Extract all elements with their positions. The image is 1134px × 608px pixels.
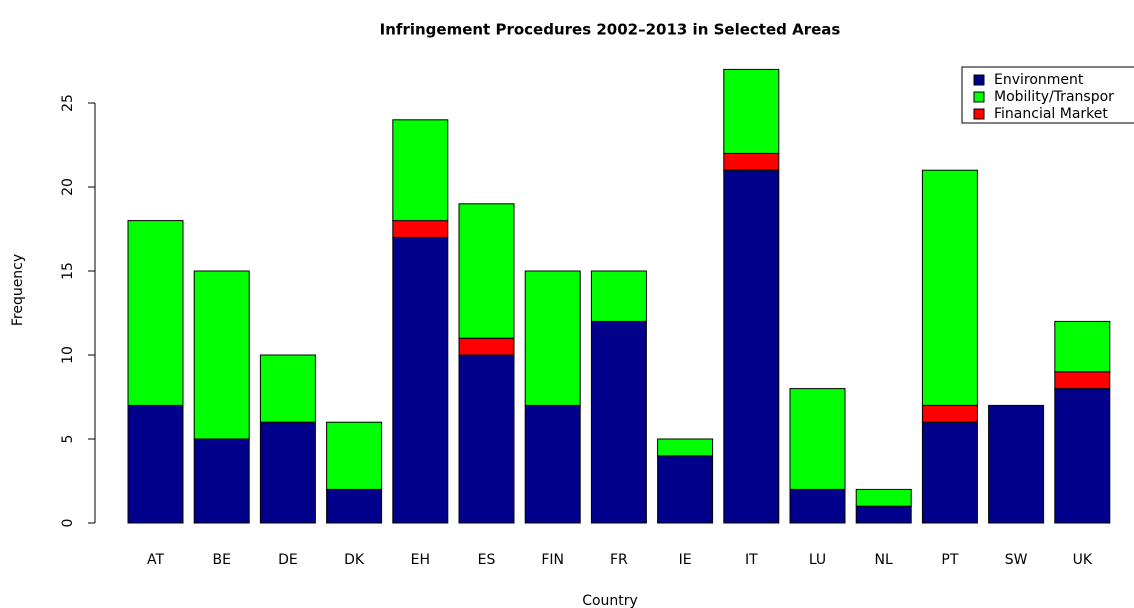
chart-title: Infringement Procedures 2002–2013 in Sel… bbox=[380, 21, 841, 39]
bar-segment bbox=[326, 421, 383, 490]
x-tick-label: IT bbox=[745, 552, 758, 568]
bar-segment bbox=[193, 438, 250, 524]
legend-swatch bbox=[973, 108, 985, 120]
x-tick-label: FIN bbox=[541, 552, 564, 568]
x-tick-label: SW bbox=[1005, 552, 1028, 568]
bar-segment bbox=[127, 220, 184, 406]
y-tick-label: 0 bbox=[60, 519, 76, 528]
bar-segment bbox=[921, 404, 978, 423]
y-tick-label: 20 bbox=[60, 178, 76, 196]
legend-box bbox=[961, 66, 1134, 124]
bar-segment bbox=[193, 270, 250, 440]
x-tick-label: BE bbox=[212, 552, 230, 568]
bar-segment bbox=[590, 270, 647, 322]
bar-segment bbox=[392, 119, 449, 222]
x-axis-title: Country bbox=[582, 593, 638, 608]
y-axis-title: Frequency bbox=[10, 254, 26, 326]
bar-segment bbox=[921, 169, 978, 406]
legend-swatch bbox=[973, 74, 985, 86]
y-tick-label: 10 bbox=[60, 346, 76, 364]
bar-segment bbox=[657, 438, 714, 457]
bar-segment bbox=[326, 488, 383, 524]
x-tick-label: IE bbox=[679, 552, 692, 568]
bar-segment bbox=[921, 421, 978, 524]
legend-swatch bbox=[973, 91, 985, 103]
x-tick-label: NL bbox=[875, 552, 893, 568]
bar-segment bbox=[855, 488, 912, 507]
bar-segment bbox=[1054, 371, 1111, 390]
x-tick-label: EH bbox=[411, 552, 430, 568]
legend-label: Environment bbox=[994, 72, 1084, 88]
bar-segment bbox=[723, 152, 780, 171]
x-tick-label: AT bbox=[147, 552, 164, 568]
bar-segment bbox=[392, 236, 449, 524]
legend-label: Mobility/Transpor bbox=[994, 89, 1114, 105]
x-tick-label: PT bbox=[941, 552, 958, 568]
bar-segment bbox=[458, 203, 515, 339]
bar-segment bbox=[259, 354, 316, 423]
bar-segment bbox=[1054, 388, 1111, 524]
bar-segment bbox=[524, 404, 581, 524]
bar-segment bbox=[723, 68, 780, 154]
bar-segment bbox=[458, 354, 515, 524]
y-tick-label: 15 bbox=[60, 262, 76, 280]
bar-segment bbox=[259, 421, 316, 524]
bar-segment bbox=[392, 220, 449, 238]
bar-segment bbox=[789, 388, 846, 490]
bar-segment bbox=[988, 404, 1045, 524]
bar-segment bbox=[789, 488, 846, 524]
y-tick-label: 25 bbox=[60, 94, 76, 112]
x-tick-label: LU bbox=[809, 552, 826, 568]
bar-segment bbox=[524, 270, 581, 406]
legend-label: Financial Market bbox=[994, 106, 1108, 122]
x-tick-label: FR bbox=[610, 552, 628, 568]
bar-segment bbox=[723, 169, 780, 524]
y-tick-label: 5 bbox=[60, 435, 76, 444]
x-tick-label: UK bbox=[1073, 552, 1093, 568]
x-tick-label: ES bbox=[478, 552, 496, 568]
bar-segment bbox=[657, 455, 714, 524]
bar-segment bbox=[590, 320, 647, 524]
bar-segment bbox=[127, 404, 184, 524]
bar-segment bbox=[458, 337, 515, 356]
bar-segment bbox=[855, 505, 912, 524]
x-tick-label: DK bbox=[344, 552, 365, 568]
x-tick-label: DE bbox=[278, 552, 298, 568]
bar-segment bbox=[1054, 320, 1111, 373]
